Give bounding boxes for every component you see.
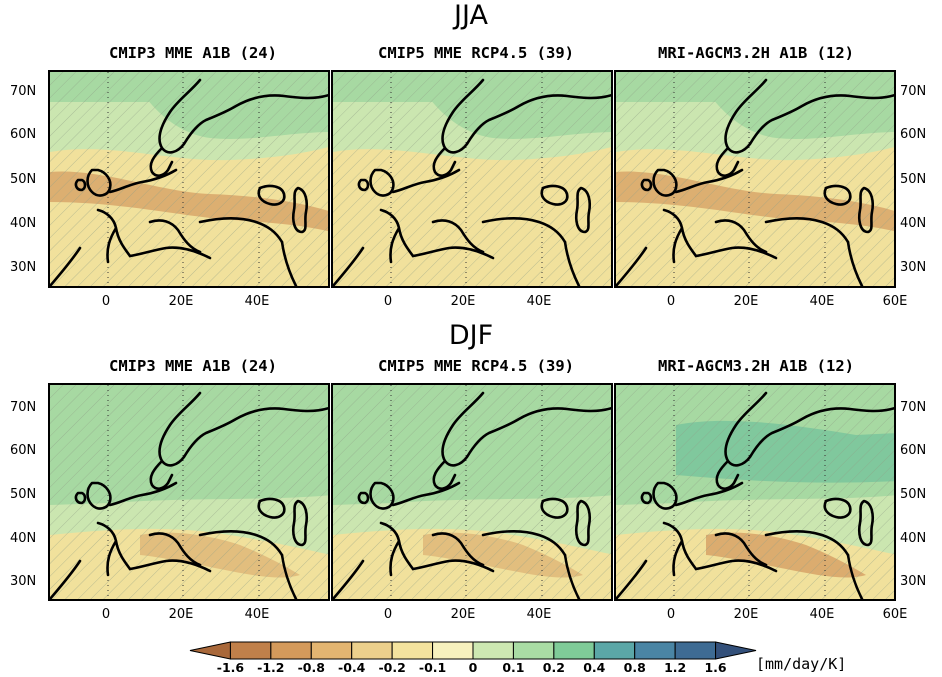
colorbar-swatch bbox=[310, 641, 353, 660]
season-label-jja: JJA bbox=[454, 0, 488, 31]
lat-label-70n-right-jja: 70N bbox=[900, 84, 927, 99]
lon-label-0-p3-jja: 0 bbox=[666, 294, 676, 309]
lat-label-70n-right-djf: 70N bbox=[900, 400, 927, 415]
colorbar-tick-label: -0.4 bbox=[338, 660, 366, 675]
lon-label-40e-p2-jja: 40E bbox=[526, 294, 552, 309]
lon-label-40e-p1-jja: 40E bbox=[244, 294, 270, 309]
colorbar-swatch bbox=[270, 641, 312, 660]
lat-label-50n-right-djf: 50N bbox=[900, 487, 927, 502]
lat-label-40n-right-jja: 40N bbox=[900, 216, 927, 231]
colorbar-tick-label: -1.6 bbox=[216, 660, 245, 675]
panel-title-cmip5-jja: CMIP5 MME RCP4.5 (39) bbox=[378, 44, 574, 62]
lat-label-60n-left-djf: 60N bbox=[10, 443, 37, 458]
colorbar-tick-label: -0.8 bbox=[297, 660, 325, 675]
lat-label-40n-left-djf: 40N bbox=[10, 531, 37, 546]
lat-label-30n-right-jja: 30N bbox=[900, 260, 927, 275]
panel-title-mri-djf: MRI-AGCM3.2H A1B (12) bbox=[658, 357, 854, 375]
lon-label-20e-p1-jja: 20E bbox=[168, 294, 194, 309]
lat-label-60n-right-jja: 60N bbox=[900, 127, 927, 142]
colorbar-swatch bbox=[189, 641, 231, 660]
lon-label-40e-p1-djf: 40E bbox=[244, 607, 270, 622]
colorbar-swatch bbox=[674, 641, 717, 660]
panel-title-cmip3-djf: CMIP3 MME A1B (24) bbox=[109, 357, 277, 375]
colorbar-tick-label: 0.8 bbox=[623, 660, 646, 675]
panel-title-mri-jja: MRI-AGCM3.2H A1B (12) bbox=[658, 44, 854, 62]
lon-label-20e-p2-jja: 20E bbox=[450, 294, 476, 309]
lat-label-70n-left-jja: 70N bbox=[10, 84, 37, 99]
lon-label-20e-p3-jja: 20E bbox=[733, 294, 759, 309]
colorbar-tick-label: 0.4 bbox=[583, 660, 606, 675]
colorbar-swatch bbox=[512, 641, 555, 660]
lat-label-30n-right-djf: 30N bbox=[900, 574, 927, 589]
colorbar-swatch bbox=[432, 641, 474, 660]
lon-label-20e-p2-djf: 20E bbox=[450, 607, 476, 622]
lat-label-30n-left-jja: 30N bbox=[10, 260, 37, 275]
lon-label-60e-p3-djf: 60E bbox=[882, 607, 908, 622]
lon-label-40e-p2-djf: 40E bbox=[526, 607, 552, 622]
map-panel-cmip5-djf bbox=[331, 383, 613, 601]
lat-label-60n-right-djf: 60N bbox=[900, 443, 927, 458]
panel-title-cmip5-djf: CMIP5 MME RCP4.5 (39) bbox=[378, 357, 574, 375]
lat-label-50n-left-jja: 50N bbox=[10, 172, 37, 187]
colorbar-tick-label: -0.2 bbox=[378, 660, 406, 675]
lon-label-40e-p3-djf: 40E bbox=[809, 607, 835, 622]
colorbar-tick-label: 0.2 bbox=[542, 660, 565, 675]
lon-label-0-p1-djf: 0 bbox=[101, 607, 111, 622]
colorbar-swatch bbox=[472, 641, 514, 660]
colorbar-tick-label: 0.1 bbox=[502, 660, 525, 675]
lat-label-60n-left-jja: 60N bbox=[10, 127, 37, 142]
lat-label-70n-left-djf: 70N bbox=[10, 400, 37, 415]
lon-label-0-p2-jja: 0 bbox=[383, 294, 393, 309]
lon-label-40e-p3-jja: 40E bbox=[809, 294, 835, 309]
colorbar-tick-label: 1.6 bbox=[704, 660, 727, 675]
map-panel-cmip3-jja bbox=[48, 70, 330, 288]
colorbar-swatch bbox=[634, 641, 676, 660]
season-label-djf: DJF bbox=[448, 320, 494, 351]
colorbar-units: [mm/day/K] bbox=[756, 655, 847, 673]
lat-label-40n-right-djf: 40N bbox=[900, 531, 927, 546]
colorbar-tick-label: -0.1 bbox=[418, 660, 447, 675]
colorbar-tick-label: -1.2 bbox=[257, 660, 285, 675]
lon-label-0-p1-jja: 0 bbox=[101, 294, 111, 309]
lat-label-50n-right-jja: 50N bbox=[900, 172, 927, 187]
map-panel-mri-djf bbox=[614, 383, 896, 601]
map-panel-mri-jja bbox=[614, 70, 896, 288]
colorbar-swatch bbox=[351, 641, 393, 660]
lon-label-20e-p3-djf: 20E bbox=[733, 607, 759, 622]
colorbar-swatch bbox=[553, 641, 595, 660]
colorbar-tick-label: 0 bbox=[468, 660, 478, 675]
colorbar-swatch bbox=[715, 641, 757, 660]
lon-label-60e-p3-jja: 60E bbox=[882, 294, 908, 309]
panel-title-cmip3-jja: CMIP3 MME A1B (24) bbox=[109, 44, 277, 62]
lat-label-40n-left-jja: 40N bbox=[10, 216, 37, 231]
colorbar-swatch bbox=[593, 641, 636, 660]
lon-label-0-p3-djf: 0 bbox=[666, 607, 676, 622]
map-panel-cmip3-djf bbox=[48, 383, 330, 601]
colorbar-tick-label: 1.2 bbox=[664, 660, 687, 675]
lon-label-0-p2-djf: 0 bbox=[383, 607, 393, 622]
lat-label-30n-left-djf: 30N bbox=[10, 574, 37, 589]
map-panel-cmip5-jja bbox=[331, 70, 613, 288]
colorbar-swatch bbox=[229, 641, 272, 660]
lat-label-50n-left-djf: 50N bbox=[10, 487, 37, 502]
lon-label-20e-p1-djf: 20E bbox=[168, 607, 194, 622]
colorbar-swatch bbox=[391, 641, 434, 660]
